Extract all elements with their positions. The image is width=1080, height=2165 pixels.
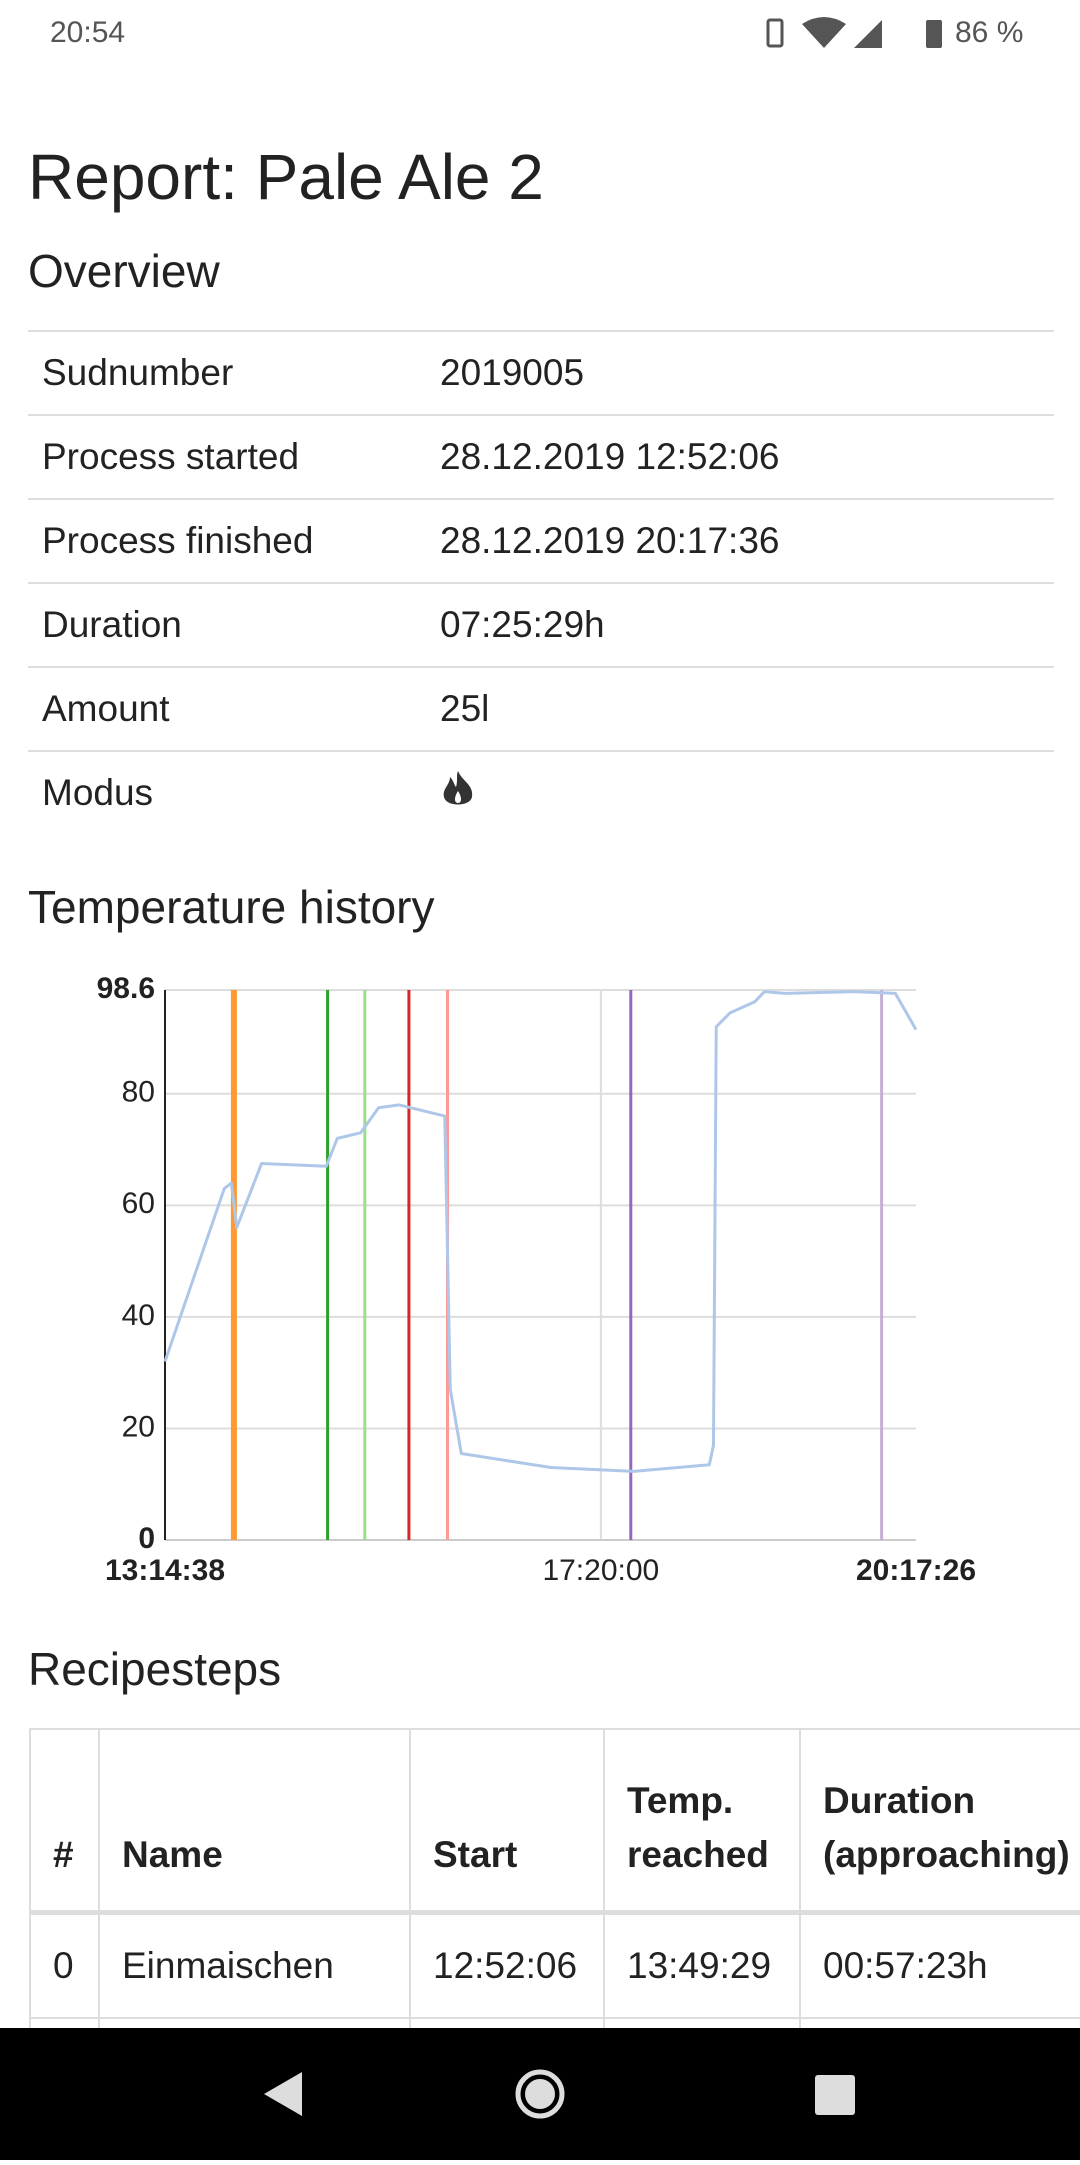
overview-table: Sudnumber 2019005 Process started 28.12.20… (28, 330, 1054, 834)
cell: 00:57:23h (799, 1911, 1080, 2019)
y-tick-label: 0 (138, 1522, 155, 1555)
cell: 13:49:29 (603, 1911, 801, 2019)
cell: Process finished (28, 498, 440, 583)
x-tick-label: 17:20:00 (542, 1554, 659, 1587)
vibrate-icon (766, 18, 784, 48)
y-tick-label: 40 (122, 1299, 155, 1332)
column-header: # (29, 1728, 100, 1915)
row: 0 Einmaischen 12:52:06 13:49:29 00:57:23… (29, 1911, 1080, 2019)
section-heading: Temperature history (28, 881, 435, 933)
navigation-bar (0, 2028, 1080, 2160)
column-header: Name (98, 1728, 411, 1915)
column-header: Start (409, 1728, 605, 1915)
row: Process finished 28.12.2019 20:17:36 (28, 498, 1054, 583)
wifi-icon (802, 17, 846, 48)
signal-icon (854, 20, 882, 48)
cell: 25l (440, 666, 1054, 751)
cell: Einmaischen (98, 1911, 411, 2019)
battery-icon (926, 20, 942, 48)
cell: 28.12.2019 12:52:06 (440, 414, 1054, 499)
cell: 07:25:29h (440, 582, 1054, 667)
x-tick-label: 13:14:38 (105, 1554, 225, 1587)
row: Modus (28, 750, 1054, 834)
cell: Modus (28, 750, 440, 834)
row: Amount 25l (28, 666, 1054, 751)
row: Duration 07:25:29h (28, 582, 1054, 667)
recipesteps-table: # Name Start Temp. reached Duration (app… (29, 1728, 1080, 2028)
row: Process started 28.12.2019 12:52:06 (28, 414, 1054, 499)
y-tick-label: 98.6 (97, 972, 155, 1005)
battery-level: 86 % (955, 16, 1024, 49)
header-row: # Name Start Temp. reached Duration (app… (29, 1728, 1080, 1915)
status-time: 20:54 (50, 16, 126, 49)
column-header: Temp. reached (603, 1728, 801, 1915)
cell (440, 750, 1054, 834)
home-button[interactable] (515, 2069, 565, 2119)
cell: Process started (28, 414, 440, 499)
temperature-line (163, 990, 918, 1473)
page-title: Report: Pale Ale 2 (28, 141, 544, 213)
cell: 0 (29, 1911, 100, 2019)
y-tick-label: 60 (122, 1187, 155, 1220)
y-tick-label: 80 (122, 1076, 155, 1109)
cell: 2019005 (440, 330, 1054, 415)
section-heading: Recipesteps (28, 1643, 282, 1695)
chart: 0 20 40 60 80 98.6 13:14:38 17:20:00 20:17:26 (97, 972, 976, 1587)
flame-icon (443, 770, 473, 804)
nav-icons (264, 2069, 855, 2119)
cell: 12:52:06 (409, 1911, 605, 2019)
cell: Duration (28, 582, 440, 667)
home-button-dot (525, 2079, 555, 2109)
cell: 28.12.2019 20:17:36 (440, 498, 1054, 583)
status-icons (766, 17, 942, 48)
y-tick-label: 20 (122, 1410, 155, 1443)
section-heading: Overview (28, 245, 220, 297)
row: Sudnumber 2019005 (28, 330, 1054, 415)
x-tick-label: 20:17:26 (856, 1554, 976, 1587)
recents-button[interactable] (815, 2075, 855, 2115)
cell: Amount (28, 666, 440, 751)
column-header: Duration (approaching) (799, 1728, 1080, 1915)
row (29, 2017, 1080, 2028)
cell: Sudnumber (28, 330, 440, 415)
back-button[interactable] (264, 2072, 302, 2116)
table-scroll: # Name Start Temp. reached Duration (app… (29, 1728, 1080, 2028)
